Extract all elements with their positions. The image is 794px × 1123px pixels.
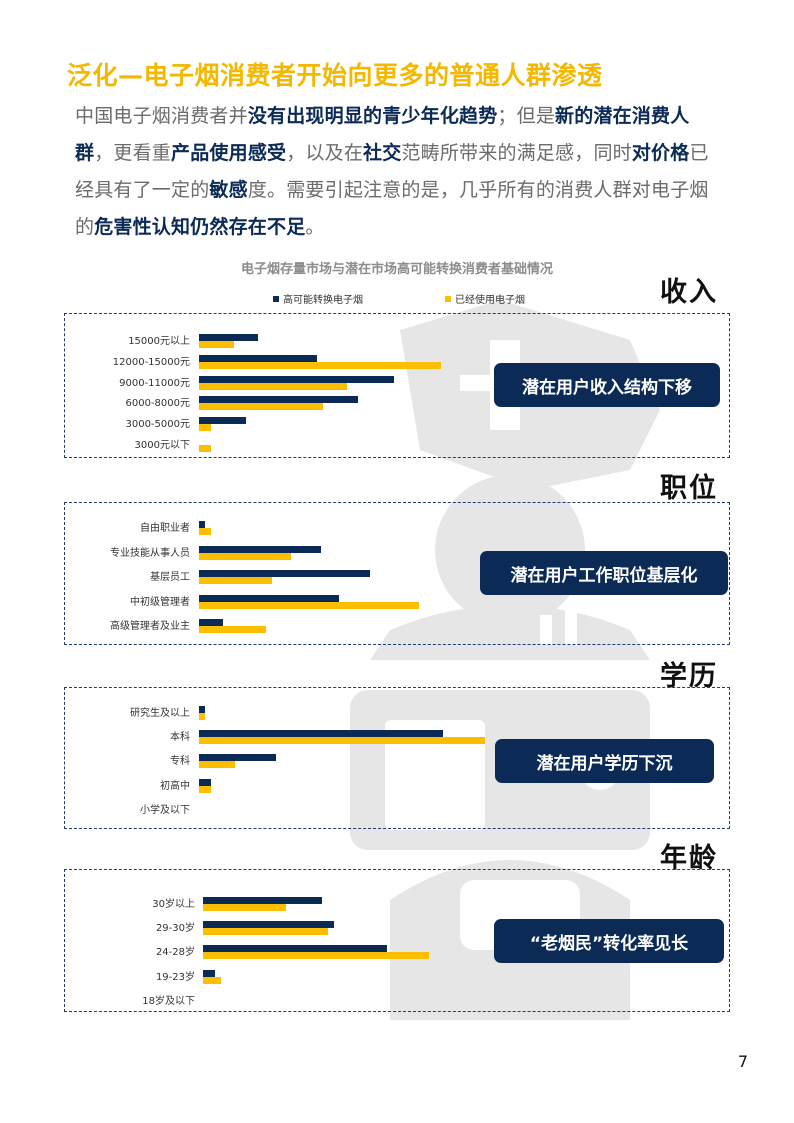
- position-bar-gold: [199, 552, 291, 560]
- education-category-label: 研究生及以上: [130, 708, 190, 719]
- age-bar-navy: [203, 969, 215, 977]
- page-title: 泛化—电子烟消费者开始向更多的普通人群渗透: [67, 61, 603, 90]
- education-bar-navy: [199, 778, 211, 786]
- paragraph-text: ，更看重: [94, 142, 172, 164]
- age-category-label: 19-23岁: [155, 971, 195, 983]
- paragraph-text: ，以及在: [286, 142, 364, 164]
- position-bar-navy: [199, 521, 206, 528]
- callout-education: 潜在用户学历下沉: [495, 739, 714, 783]
- age-category-label: 18岁及以下: [142, 995, 195, 1007]
- position-bar-gold: [199, 626, 267, 633]
- legend-label-gold: 已经使用电子烟: [455, 295, 525, 306]
- position-bar-navy: [199, 570, 370, 577]
- position-category-label: 中初级管理者: [130, 596, 190, 608]
- section-heading-income: 收入: [660, 277, 718, 308]
- income-bar-navy: [199, 417, 247, 425]
- intro-paragraph: 中国电子烟消费者并没有出现明显的青少年化趋势；但是新的潜在消费人群，更看重产品使…: [75, 98, 725, 246]
- section-heading-position: 职位: [660, 473, 718, 504]
- education-category-label: 专科: [170, 756, 190, 768]
- age-bar-gold: [203, 904, 287, 911]
- paragraph-text: 已经具有了一定的: [75, 142, 709, 201]
- legend-swatch-gold: [445, 295, 451, 302]
- position-bar-gold: [199, 601, 419, 609]
- callout-position: 潜在用户工作职位基层化: [480, 551, 728, 595]
- legend-label-navy: 高可能转换电子烟: [283, 295, 363, 306]
- callout-age: “老烟民”转化率见长: [494, 919, 724, 963]
- education-chart-panel: [64, 687, 730, 829]
- position-chart-panel: [64, 502, 730, 645]
- education-bar-gold: [199, 713, 205, 720]
- income-bar-gold: [199, 424, 211, 432]
- paragraph-emphasis: 敏感: [209, 179, 248, 201]
- position-category-label: 基层员工: [150, 572, 190, 583]
- age-bar-navy: [203, 897, 322, 904]
- paragraph-emphasis: 对价格: [631, 142, 690, 164]
- paragraph-emphasis: 产品使用感受: [171, 142, 287, 164]
- paragraph-emphasis: 新的潜在消费人群: [75, 105, 690, 164]
- paragraph-text: 中国电子烟消费者并: [75, 105, 248, 127]
- income-bar-navy: [199, 375, 394, 383]
- income-category-label: 12000-15000元: [112, 356, 190, 368]
- age-category-label: 24-28岁: [155, 947, 195, 959]
- income-category-label: 6000-8000元: [125, 398, 190, 410]
- education-bar-gold: [199, 737, 485, 745]
- education-bar-gold: [199, 761, 235, 769]
- income-bar-gold: [199, 361, 441, 369]
- callout-income: 潜在用户收入结构下移: [494, 363, 720, 407]
- age-chart-panel: [64, 869, 730, 1012]
- paragraph-text: 范畴所带来的满足感，同时: [401, 142, 632, 164]
- age-bar-navy: [203, 921, 334, 929]
- income-bar-navy: [199, 334, 258, 341]
- income-bar-gold: [199, 341, 235, 348]
- education-bar-navy: [199, 706, 205, 713]
- age-bar-gold: [203, 976, 221, 984]
- paragraph-text: ；但是: [497, 105, 556, 127]
- income-bar-gold: [199, 445, 211, 452]
- paragraph-emphasis: 社交: [363, 142, 402, 164]
- position-bar-navy: [199, 619, 224, 626]
- position-category-label: 专业技能从事人员: [110, 547, 190, 559]
- legend-swatch-navy: [273, 295, 279, 302]
- income-category-label: 3000-5000元: [125, 419, 190, 431]
- paragraph-text: 度。需要引起注意的是，几乎所有的消费人群对电子烟的: [75, 179, 709, 238]
- paragraph-emphasis: 危害性认知仍然存在不足: [94, 216, 306, 238]
- position-bar-navy: [199, 545, 321, 553]
- section-heading-age: 年龄: [660, 843, 718, 874]
- legend-item-gold: 已经使用电子烟: [445, 291, 525, 306]
- education-bar-navy: [199, 754, 277, 762]
- position-category-label: 自由职业者: [140, 523, 190, 534]
- income-bar-gold: [199, 403, 323, 411]
- paragraph-emphasis: 没有出现明显的青少年化趋势: [247, 105, 498, 127]
- age-bar-gold: [203, 952, 430, 960]
- age-category-label: 30岁以上: [152, 899, 195, 910]
- position-category-label: 高级管理者及业主: [110, 621, 190, 632]
- position-bar-gold: [199, 528, 212, 535]
- education-category-label: 本科: [170, 732, 190, 744]
- income-category-label: 9000-11000元: [119, 377, 190, 389]
- education-category-label: 小学及以下: [140, 804, 190, 816]
- income-bar-navy: [199, 354, 317, 362]
- section-heading-education: 学历: [660, 661, 718, 692]
- income-category-label: 15000元以上: [128, 336, 190, 347]
- education-bar-gold: [199, 785, 211, 793]
- income-category-label: 3000元以下: [134, 440, 190, 451]
- income-bar-navy: [199, 396, 359, 404]
- education-category-label: 初高中: [160, 780, 190, 792]
- age-bar-navy: [203, 945, 388, 953]
- chart-title: 电子烟存量市场与潜在市场高可能转换消费者基础情况: [240, 262, 553, 277]
- age-category-label: 29-30岁: [155, 923, 195, 935]
- position-bar-gold: [199, 577, 273, 584]
- income-chart-panel: [64, 313, 730, 458]
- page-number: 7: [737, 1052, 748, 1071]
- paragraph-text: 。: [305, 216, 325, 238]
- education-bar-navy: [199, 730, 443, 738]
- income-bar-gold: [199, 382, 347, 390]
- age-bar-gold: [203, 928, 328, 936]
- legend-item-navy: 高可能转换电子烟: [273, 291, 363, 306]
- position-bar-navy: [199, 594, 340, 602]
